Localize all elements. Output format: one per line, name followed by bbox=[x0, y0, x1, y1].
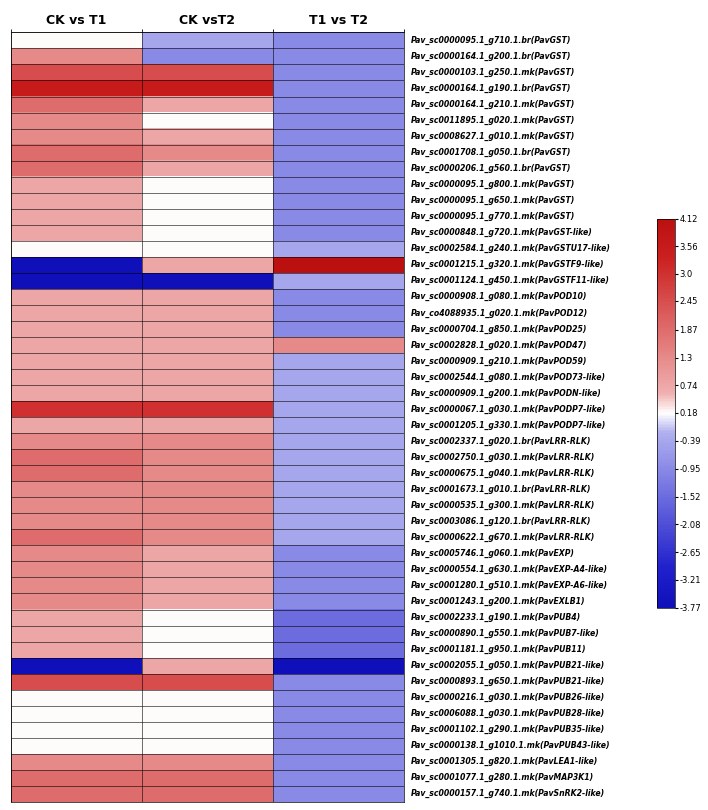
Text: Pav_sc0000206.1_g560.1.br(PavGST): Pav_sc0000206.1_g560.1.br(PavGST) bbox=[411, 164, 571, 173]
Text: Pav_sc0000216.1_g030.1.mk(PavPUB26-like): Pav_sc0000216.1_g030.1.mk(PavPUB26-like) bbox=[411, 693, 605, 702]
Text: Pav_sc0000164.1_g190.1.br(PavGST): Pav_sc0000164.1_g190.1.br(PavGST) bbox=[411, 84, 571, 93]
Text: Pav_sc0011895.1_g020.1.mk(PavGST): Pav_sc0011895.1_g020.1.mk(PavGST) bbox=[411, 116, 575, 125]
Text: Pav_sc0001280.1_g510.1.mk(PavEXP-A6-like): Pav_sc0001280.1_g510.1.mk(PavEXP-A6-like… bbox=[411, 581, 607, 590]
Text: Pav_co4088935.1_g020.1.mk(PavPOD12): Pav_co4088935.1_g020.1.mk(PavPOD12) bbox=[411, 309, 588, 318]
Text: Pav_sc0000157.1_g740.1.mk(PavSnRK2-like): Pav_sc0000157.1_g740.1.mk(PavSnRK2-like) bbox=[411, 789, 605, 799]
Text: Pav_sc0003086.1_g120.1.br(PavLRR-RLK): Pav_sc0003086.1_g120.1.br(PavLRR-RLK) bbox=[411, 517, 591, 526]
Text: Pav_sc0001102.1_g290.1.mk(PavPUB35-like): Pav_sc0001102.1_g290.1.mk(PavPUB35-like) bbox=[411, 725, 605, 735]
Text: Pav_sc0000704.1_g850.1.mk(PavPOD25): Pav_sc0000704.1_g850.1.mk(PavPOD25) bbox=[411, 325, 587, 334]
Text: Pav_sc0000890.1_g550.1.mk(PavPUB7-like): Pav_sc0000890.1_g550.1.mk(PavPUB7-like) bbox=[411, 629, 599, 638]
Text: Pav_sc0000103.1_g250.1.mk(PavGST): Pav_sc0000103.1_g250.1.mk(PavGST) bbox=[411, 68, 575, 77]
Text: Pav_sc0000164.1_g200.1.br(PavGST): Pav_sc0000164.1_g200.1.br(PavGST) bbox=[411, 52, 571, 61]
Text: Pav_sc0000095.1_g650.1.mk(PavGST): Pav_sc0000095.1_g650.1.mk(PavGST) bbox=[411, 196, 575, 205]
Text: Pav_sc0002584.1_g240.1.mk(PavGSTU17-like): Pav_sc0002584.1_g240.1.mk(PavGSTU17-like… bbox=[411, 245, 610, 254]
Text: Pav_sc0000893.1_g650.1.mk(PavPUB21-like): Pav_sc0000893.1_g650.1.mk(PavPUB21-like) bbox=[411, 677, 605, 686]
Text: Pav_sc0000909.1_g210.1.mk(PavPOD59): Pav_sc0000909.1_g210.1.mk(PavPOD59) bbox=[411, 356, 587, 365]
Text: Pav_sc0005746.1_g060.1.mk(PavEXP): Pav_sc0005746.1_g060.1.mk(PavEXP) bbox=[411, 549, 574, 558]
Text: Pav_sc0002750.1_g030.1.mk(PavLRR-RLK): Pav_sc0002750.1_g030.1.mk(PavLRR-RLK) bbox=[411, 453, 595, 462]
Text: Pav_sc0001673.1_g010.1.br(PavLRR-RLK): Pav_sc0001673.1_g010.1.br(PavLRR-RLK) bbox=[411, 484, 591, 494]
Text: Pav_sc0008627.1_g010.1.mk(PavGST): Pav_sc0008627.1_g010.1.mk(PavGST) bbox=[411, 132, 575, 141]
Text: Pav_sc0001708.1_g050.1.br(PavGST): Pav_sc0001708.1_g050.1.br(PavGST) bbox=[411, 148, 571, 157]
Text: Pav_sc0002544.1_g080.1.mk(PavPOD73-like): Pav_sc0002544.1_g080.1.mk(PavPOD73-like) bbox=[411, 373, 605, 382]
Text: Pav_sc0000675.1_g040.1.mk(PavLRR-RLK): Pav_sc0000675.1_g040.1.mk(PavLRR-RLK) bbox=[411, 469, 595, 478]
Text: Pav_sc0002828.1_g020.1.mk(PavPOD47): Pav_sc0002828.1_g020.1.mk(PavPOD47) bbox=[411, 340, 587, 350]
Text: Pav_sc0000622.1_g670.1.mk(PavLRR-RLK): Pav_sc0000622.1_g670.1.mk(PavLRR-RLK) bbox=[411, 533, 595, 542]
Text: Pav_sc0000138.1_g1010.1.mk(PavPUB43-like): Pav_sc0000138.1_g1010.1.mk(PavPUB43-like… bbox=[411, 741, 610, 750]
Text: Pav_sc0000554.1_g630.1.mk(PavEXP-A4-like): Pav_sc0000554.1_g630.1.mk(PavEXP-A4-like… bbox=[411, 565, 607, 574]
Text: Pav_sc0001205.1_g330.1.mk(PavPODP7-like): Pav_sc0001205.1_g330.1.mk(PavPODP7-like) bbox=[411, 420, 606, 430]
Text: Pav_sc0000095.1_g770.1.mk(PavGST): Pav_sc0000095.1_g770.1.mk(PavGST) bbox=[411, 212, 575, 221]
Text: Pav_sc0001181.1_g950.1.mk(PavPUB11): Pav_sc0001181.1_g950.1.mk(PavPUB11) bbox=[411, 645, 586, 654]
Text: Pav_sc0001077.1_g280.1.mk(PavMAP3K1): Pav_sc0001077.1_g280.1.mk(PavMAP3K1) bbox=[411, 774, 593, 782]
Text: Pav_sc0000909.1_g200.1.mk(PavPODN-like): Pav_sc0000909.1_g200.1.mk(PavPODN-like) bbox=[411, 389, 601, 398]
Text: Pav_sc0001243.1_g200.1.mk(PavEXLB1): Pav_sc0001243.1_g200.1.mk(PavEXLB1) bbox=[411, 597, 585, 606]
Text: Pav_sc0001305.1_g820.1.mk(PavLEA1-like): Pav_sc0001305.1_g820.1.mk(PavLEA1-like) bbox=[411, 757, 598, 766]
Text: Pav_sc0000535.1_g300.1.mk(PavLRR-RLK): Pav_sc0000535.1_g300.1.mk(PavLRR-RLK) bbox=[411, 501, 595, 509]
Text: Pav_sc0000908.1_g080.1.mk(PavPOD10): Pav_sc0000908.1_g080.1.mk(PavPOD10) bbox=[411, 292, 587, 301]
Text: Pav_sc0002337.1_g020.1.br(PavLRR-RLK): Pav_sc0002337.1_g020.1.br(PavLRR-RLK) bbox=[411, 437, 591, 446]
Text: Pav_sc0002233.1_g190.1.mk(PavPUB4): Pav_sc0002233.1_g190.1.mk(PavPUB4) bbox=[411, 613, 581, 622]
Text: Pav_sc0002055.1_g050.1.mk(PavPUB21-like): Pav_sc0002055.1_g050.1.mk(PavPUB21-like) bbox=[411, 661, 605, 670]
Text: Pav_sc0000067.1_g030.1.mk(PavPODP7-like): Pav_sc0000067.1_g030.1.mk(PavPODP7-like) bbox=[411, 404, 606, 414]
Text: Pav_sc0000848.1_g720.1.mk(PavGST-like): Pav_sc0000848.1_g720.1.mk(PavGST-like) bbox=[411, 228, 593, 237]
Text: Pav_sc0000164.1_g210.1.mk(PavGST): Pav_sc0000164.1_g210.1.mk(PavGST) bbox=[411, 100, 575, 109]
Text: Pav_sc0006088.1_g030.1.mk(PavPUB28-like): Pav_sc0006088.1_g030.1.mk(PavPUB28-like) bbox=[411, 710, 605, 718]
Text: Pav_sc0001215.1_g320.1.mk(PavGSTF9-like): Pav_sc0001215.1_g320.1.mk(PavGSTF9-like) bbox=[411, 260, 604, 270]
Text: Pav_sc0001124.1_g450.1.mk(PavGSTF11-like): Pav_sc0001124.1_g450.1.mk(PavGSTF11-like… bbox=[411, 276, 610, 285]
Text: Pav_sc0000095.1_g710.1.br(PavGST): Pav_sc0000095.1_g710.1.br(PavGST) bbox=[411, 36, 571, 45]
Text: Pav_sc0000095.1_g800.1.mk(PavGST): Pav_sc0000095.1_g800.1.mk(PavGST) bbox=[411, 180, 575, 190]
